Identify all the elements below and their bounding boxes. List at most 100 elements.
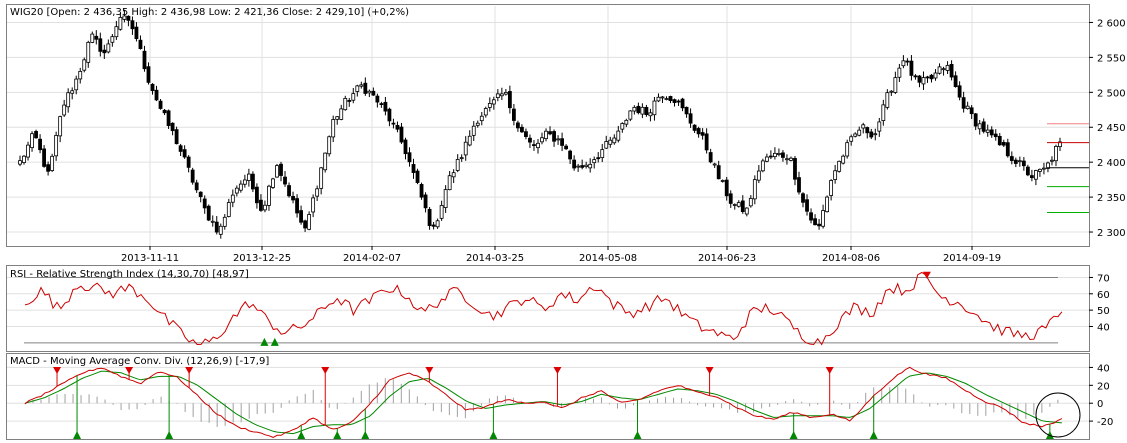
candle-body	[833, 170, 838, 180]
candle-body	[592, 159, 597, 164]
rsi-panel: 70 60 50 40 RSI - Relative Strength Index (…	[6, 265, 1110, 352]
candle-body	[379, 103, 384, 105]
candle-body	[311, 197, 316, 213]
candle-body	[162, 109, 167, 114]
candle-body	[319, 167, 324, 189]
rsi-series-line	[24, 271, 1063, 346]
candle-body	[1017, 160, 1022, 163]
candle-body	[760, 160, 765, 172]
candle-body	[50, 155, 55, 171]
candle-body	[797, 177, 801, 193]
candle-body	[323, 152, 328, 171]
candle-body	[34, 131, 38, 139]
rsi-buy-marker	[270, 337, 279, 346]
candle-body	[660, 96, 665, 99]
macd-y-tick-label: -20	[1097, 417, 1113, 428]
macd-sell-marker	[553, 367, 562, 374]
price-y-tick-label: 2 600	[1097, 18, 1126, 29]
macd-y-tick-label: 40	[1097, 363, 1110, 374]
candle-body	[588, 163, 593, 169]
candle-body	[1025, 166, 1030, 176]
date-x-tick-label: 2013-11-11	[121, 253, 179, 264]
candle-body	[801, 193, 805, 203]
candle-body	[1029, 175, 1034, 179]
macd-sell-marker	[321, 367, 330, 374]
candle-body	[395, 124, 400, 130]
candle-body	[234, 187, 239, 194]
macd-y-tick-label: 0	[1097, 399, 1103, 410]
candle-body	[315, 188, 320, 197]
candle-body	[724, 179, 729, 197]
candle-body	[170, 122, 175, 132]
candle-body	[640, 106, 645, 115]
candle-body	[283, 176, 287, 185]
candle-body	[431, 224, 436, 227]
candle-body	[110, 36, 115, 43]
candle-body	[339, 108, 344, 120]
price-plot-area	[6, 4, 1090, 247]
candle-body	[616, 130, 621, 141]
candle-body	[520, 126, 524, 133]
rsi-sell-marker	[922, 271, 931, 279]
price-y-tick-label: 2 500	[1097, 88, 1126, 99]
candle-body	[54, 135, 59, 157]
price-y-axis: 2 600 2 550 2 500 2 450 2 400 2 350 2 300	[1089, 18, 1126, 239]
candle-body	[604, 141, 609, 149]
candle-body	[861, 124, 866, 129]
candle-body	[600, 149, 605, 158]
candle-body	[118, 17, 123, 30]
candle-body	[560, 138, 564, 146]
price-level-markers	[1047, 123, 1089, 213]
candle-body	[853, 133, 858, 137]
candle-body	[869, 131, 874, 138]
candle-body	[206, 205, 211, 221]
candle-body	[576, 165, 581, 168]
candle-body	[1013, 159, 1018, 164]
candle-body	[122, 15, 127, 20]
candle-body	[937, 66, 942, 74]
candle-body	[22, 155, 26, 163]
candle-body	[467, 135, 472, 146]
macd-buy-marker	[165, 431, 174, 439]
candle-body	[756, 170, 761, 181]
rsi-y-tick-label: 60	[1097, 290, 1110, 301]
rsi-y-tick-label: 50	[1097, 306, 1110, 317]
price-grid	[7, 6, 1089, 246]
macd-line	[24, 366, 1063, 438]
candle-body	[1042, 167, 1046, 170]
candle-body	[805, 199, 809, 212]
candle-body	[455, 159, 460, 171]
candle-body	[1021, 160, 1026, 167]
candle-body	[46, 164, 51, 172]
price-panel: 2 600 2 550 2 500 2 450 2 400 2 350 2 300 2013…	[6, 4, 1126, 264]
candle-body	[989, 129, 994, 136]
candle-body	[399, 126, 404, 143]
candle-body	[407, 152, 412, 163]
candle-body	[507, 91, 512, 109]
macd-buy-marker	[869, 431, 878, 439]
candle-body	[499, 93, 504, 97]
candle-body	[845, 142, 850, 157]
candle-body	[295, 198, 299, 214]
candle-body	[652, 100, 657, 116]
candle-body	[524, 131, 528, 137]
candle-body	[267, 185, 271, 206]
candle-body	[178, 145, 183, 152]
candle-body	[82, 59, 87, 71]
macd-buy-marker	[361, 431, 370, 439]
candle-body	[259, 199, 263, 211]
candle-body	[435, 220, 440, 228]
candle-body	[789, 157, 793, 161]
candle-body	[596, 157, 601, 160]
candle-body	[941, 68, 946, 71]
date-x-axis: 2013-11-11 2013-12-25 2014-02-07 2014-03-25…	[121, 246, 1001, 264]
candle-body	[809, 212, 813, 221]
rsi-y-axis: 70 60 50 40	[1089, 273, 1110, 333]
macd-sell-marker	[53, 367, 62, 374]
candle-body	[532, 144, 536, 146]
macd-sell-marker	[825, 367, 834, 374]
macd-y-tick-label: 20	[1097, 381, 1110, 392]
price-candles	[18, 9, 1062, 239]
candle-body	[1046, 162, 1050, 169]
candle-body	[347, 100, 352, 102]
